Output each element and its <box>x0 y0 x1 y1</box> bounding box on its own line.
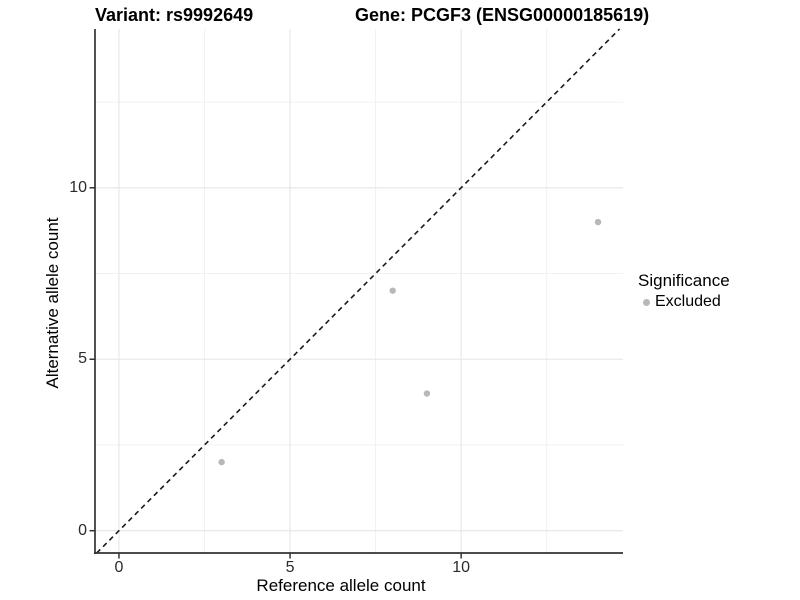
plot-title-gene: Gene: PCGF3 (ENSG00000185619) <box>355 5 650 25</box>
legend-item-label: Excluded <box>655 293 721 310</box>
legend-title: Significance <box>638 271 730 290</box>
y-tick-label: 5 <box>78 350 87 368</box>
x-axis-label: Reference allele count <box>256 576 426 595</box>
data-point <box>389 287 396 294</box>
y-tick-label: 10 <box>69 178 87 196</box>
legend: Significance Excluded <box>638 270 730 312</box>
identity-dashed-line <box>96 28 621 554</box>
data-point <box>594 218 602 226</box>
y-tick-label: 0 <box>78 521 87 539</box>
x-tick-label: 10 <box>452 559 471 576</box>
x-tick-label: 0 <box>114 559 124 576</box>
data-point <box>218 458 225 466</box>
data-point <box>423 390 431 397</box>
plot-title-variant: Variant: rs9992649 <box>95 5 254 25</box>
x-tick-label: 5 <box>285 559 295 576</box>
legend-item-excluded: Excluded <box>638 292 730 312</box>
excluded-point-icon <box>643 298 650 306</box>
